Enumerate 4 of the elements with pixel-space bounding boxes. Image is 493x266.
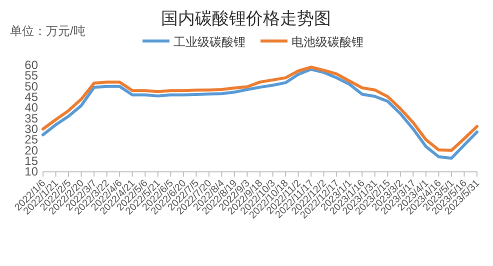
y-axis-title: 单位：万元/吨 bbox=[10, 24, 86, 38]
legend-label: 工业级碳酸锂 bbox=[174, 35, 246, 49]
chart-title: 国内碳酸锂价格走势图 bbox=[161, 9, 331, 29]
legend-label: 电池级碳酸锂 bbox=[292, 35, 364, 49]
